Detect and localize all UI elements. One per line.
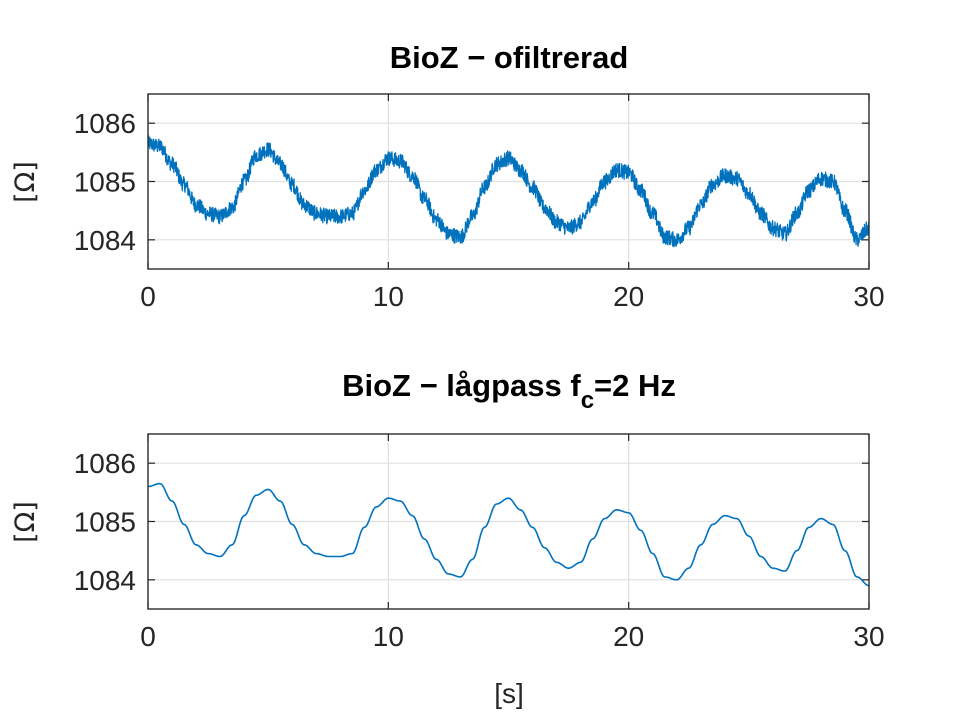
x-tick-label: 0 <box>140 621 156 652</box>
subplot-lowpass: BioZ − lågpass fc=2 Hz 0 10 20 30 1084 1085 10… <box>10 368 885 709</box>
axes-border <box>147 433 870 610</box>
y-tick-label: 1085 <box>74 507 136 538</box>
y-axis-label: [Ω] <box>10 501 41 543</box>
series-line <box>147 482 870 587</box>
x-axis-label: [s] <box>494 678 524 709</box>
grid <box>148 94 869 269</box>
chart-title: BioZ − ofiltrerad <box>390 40 629 75</box>
subplot-unfiltered: BioZ − ofiltrerad 0 10 20 30 1084 1085 1086 [Ω… <box>10 40 885 312</box>
y-tick-label: 1086 <box>74 108 136 139</box>
x-tick-label: 30 <box>853 281 884 312</box>
chart-title: BioZ − lågpass fc=2 Hz <box>342 368 676 414</box>
x-tick-label: 20 <box>613 281 644 312</box>
grid <box>148 434 869 609</box>
ticks: 0 10 20 30 1084 1085 1086 <box>74 434 885 652</box>
x-tick-label: 30 <box>853 621 884 652</box>
y-tick-label: 1084 <box>74 565 136 596</box>
x-tick-label: 10 <box>373 281 404 312</box>
axes-border <box>147 93 870 270</box>
x-tick-label: 10 <box>373 621 404 652</box>
x-tick-label: 20 <box>613 621 644 652</box>
y-axis-label: [Ω] <box>10 161 41 203</box>
y-tick-label: 1085 <box>74 167 136 198</box>
y-tick-label: 1084 <box>74 225 136 256</box>
series-line <box>147 135 870 248</box>
ticks: 0 10 20 30 1084 1085 1086 <box>74 94 885 312</box>
y-tick-label: 1086 <box>74 448 136 479</box>
x-tick-label: 0 <box>140 281 156 312</box>
